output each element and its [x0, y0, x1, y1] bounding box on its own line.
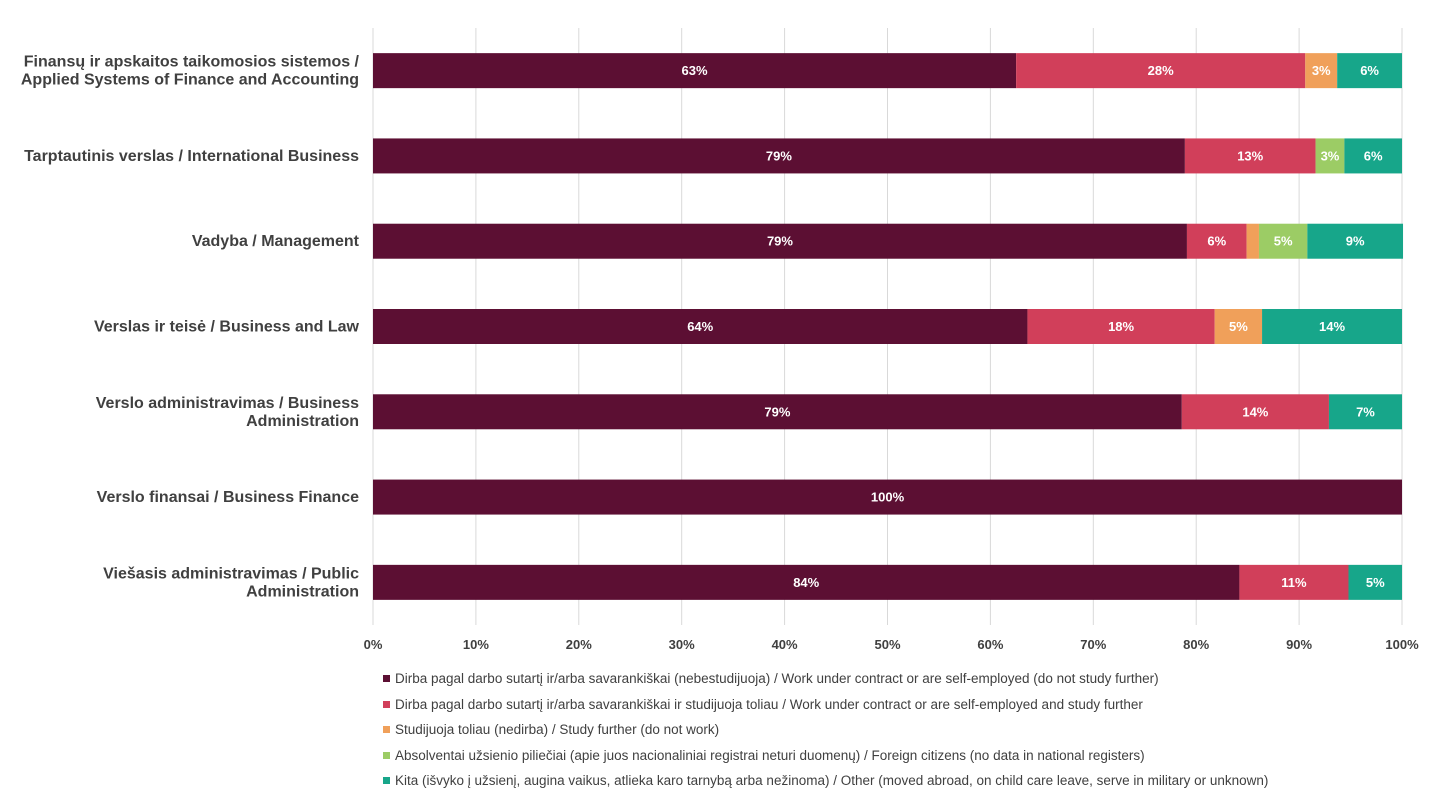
bar-segment [1181, 394, 1329, 430]
category-label-line: Verslo administravimas / Business [96, 395, 359, 412]
data-label: 3% [1312, 63, 1331, 78]
data-label: 5% [1274, 234, 1293, 249]
category-label: Verslo finansai / Business Finance [97, 489, 359, 506]
data-label: 6% [1207, 234, 1226, 249]
bar-segment [373, 479, 1402, 515]
legend-swatch [383, 675, 390, 683]
category-label-line: Applied Systems of Finance and Accountin… [21, 72, 359, 89]
legend-swatch [383, 726, 390, 734]
legend-item: Dirba pagal darbo sutartį ir/arba savara… [383, 692, 1383, 718]
data-label: 11% [1281, 575, 1307, 590]
category-label-line: Verslas ir teisė / Business and Law [94, 319, 360, 336]
bar-segment [1016, 53, 1306, 89]
x-tick-label: 10% [463, 637, 489, 650]
x-tick-label: 50% [874, 637, 900, 650]
x-tick-label: 20% [566, 637, 592, 650]
data-label: 9% [1346, 234, 1365, 249]
bar-segment [1258, 223, 1308, 259]
data-label: 5% [1366, 575, 1385, 590]
category-label-line: Administration [246, 413, 359, 430]
bar-segment [1246, 223, 1259, 259]
bar-segment [1337, 53, 1402, 89]
legend-label: Studijuoja toliau (nedirba) / Study furt… [395, 722, 720, 738]
legend-swatch [383, 751, 390, 759]
data-label: 5% [1229, 319, 1248, 334]
category-label-line: Finansų ir apskaitos taikomosios sistemo… [24, 54, 360, 71]
bar-segment [373, 53, 1017, 89]
data-label: 6% [1364, 148, 1383, 163]
category-label-line: Tarptautinis verslas / International Bus… [24, 148, 359, 165]
x-tick-label: 80% [1183, 637, 1209, 650]
data-label: 79% [767, 234, 793, 249]
legend-item: Kita (išvyko į užsienį, augina vaikus, a… [383, 768, 1383, 794]
data-label: 28% [1148, 63, 1174, 78]
legend-swatch [383, 700, 390, 708]
legend-label: Dirba pagal darbo sutartį ir/arba savara… [395, 696, 1143, 712]
category-label-line: Verslo finansai / Business Finance [97, 489, 359, 506]
bar-segment [373, 138, 1185, 174]
legend-item: Studijuoja toliau (nedirba) / Study furt… [383, 717, 1383, 743]
data-label: 7% [1356, 404, 1375, 419]
legend-item: Absolventai užsienio piliečiai (apie juo… [383, 743, 1383, 769]
bar-segment [1307, 223, 1404, 259]
bar-segment [373, 223, 1187, 259]
category-label: Viešasis administravimas / Public Adminis… [103, 565, 359, 600]
legend-swatch [383, 777, 390, 785]
bar-segment [1315, 138, 1345, 174]
data-label: 14% [1319, 319, 1345, 334]
x-tick-label: 30% [669, 637, 695, 650]
bar-segment [1186, 223, 1247, 259]
data-label: 84% [793, 575, 819, 590]
bar-segment [1305, 53, 1338, 89]
bar-segment [373, 564, 1240, 600]
data-label: 64% [687, 319, 713, 334]
data-label: 6% [1360, 63, 1379, 78]
bar-segment [1214, 309, 1263, 344]
category-label: Verslo administravimas / Business Adminis… [96, 395, 359, 430]
bar-segment [1262, 309, 1402, 344]
data-label: 79% [764, 404, 790, 419]
data-label: 18% [1108, 319, 1134, 334]
bar-segment [1344, 138, 1402, 174]
legend-label: Kita (išvyko į užsienį, augina vaikus, a… [395, 773, 1269, 789]
category-label: Finansų ir apskaitos taikomosios sistemo… [21, 54, 360, 89]
category-labels: Finansų ir apskaitos taikomosios sistemo… [21, 54, 360, 601]
x-tick-label: 0% [364, 637, 383, 650]
data-label: 13% [1237, 148, 1263, 163]
bars [373, 53, 1404, 600]
data-label: 79% [766, 148, 792, 163]
x-tick-label: 60% [977, 637, 1003, 650]
category-label: Vadyba / Management [192, 233, 360, 250]
stacked-bar-chart: 63% 28% 3% 6% 79% 13% 3% 6% 79% 6% 5% 9% 64% 18% 5% 14%… [21, 28, 1419, 650]
bar-segment [1239, 564, 1349, 600]
bar-segment [1184, 138, 1316, 174]
bar-segment [1348, 564, 1402, 600]
data-label: 14% [1242, 404, 1268, 419]
category-label: Tarptautinis verslas / International Bus… [24, 148, 359, 165]
legend-label: Dirba pagal darbo sutartį ir/arba savara… [395, 671, 1159, 687]
data-labels: 63% 28% 3% 6% 79% 13% 3% 6% 79% 6% 5% 9% 64% 18% 5% 14%… [682, 63, 1386, 590]
x-tick-label: 90% [1286, 637, 1312, 650]
category-label-line: Vadyba / Management [192, 233, 360, 250]
bar-segment [1027, 309, 1215, 344]
bar-segment [1328, 394, 1402, 430]
legend-item: Dirba pagal darbo sutartį ir/arba savara… [383, 666, 1383, 692]
x-tick-label: 40% [772, 637, 798, 650]
category-label: Verslas ir teisė / Business and Law [94, 319, 360, 336]
bar-segment [373, 309, 1028, 344]
bar-segment [373, 394, 1182, 430]
x-tick-label: 100% [1385, 637, 1419, 650]
category-label-line: Viešasis administravimas / Public [103, 565, 359, 582]
data-label: 63% [682, 63, 708, 78]
data-label: 3% [1321, 148, 1340, 163]
x-tick-label: 70% [1080, 637, 1106, 650]
legend: Dirba pagal darbo sutartį ir/arba savara… [383, 666, 1383, 794]
data-label: 100% [871, 490, 905, 505]
legend-label: Absolventai užsienio piliečiai (apie juo… [395, 747, 1145, 763]
x-axis-tick-labels: 0% 10% 20% 30% 40% 50% 60% 70% 80% 90% 100% [364, 637, 1419, 650]
category-label-line: Administration [246, 583, 359, 600]
